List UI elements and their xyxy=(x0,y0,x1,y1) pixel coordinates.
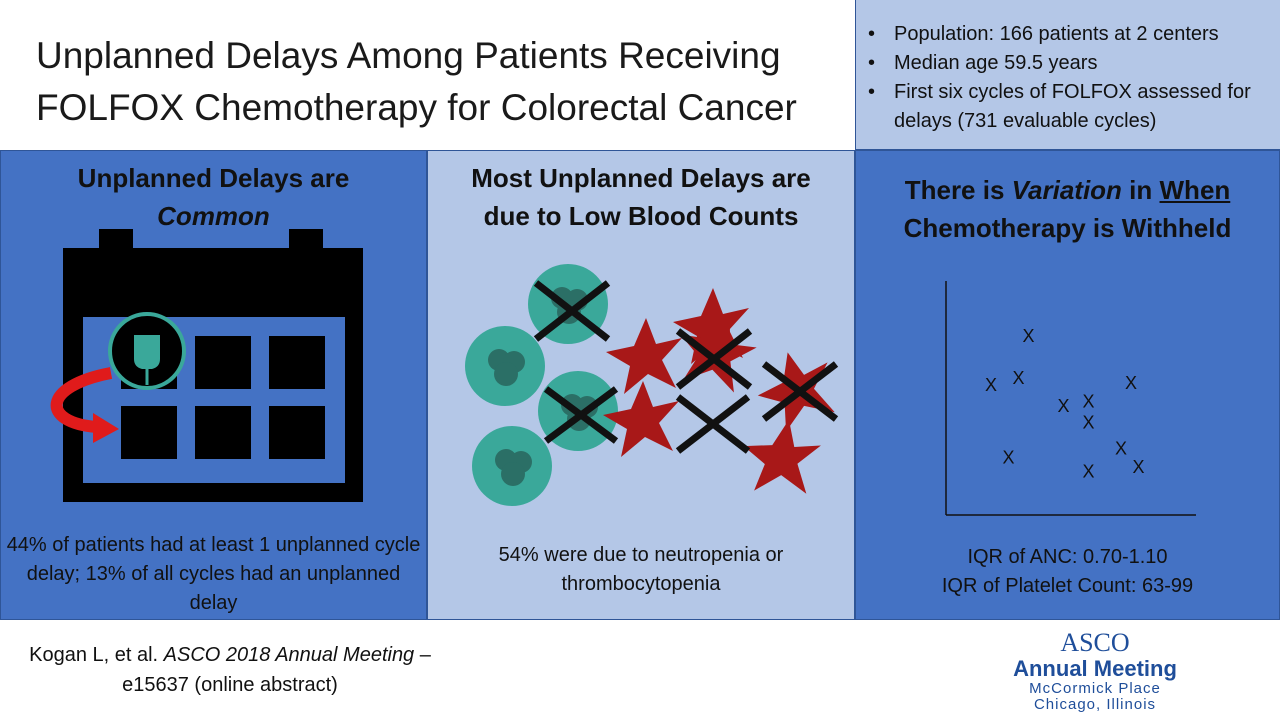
scatter-point: X xyxy=(1132,457,1144,477)
citation-abstract: e15637 (online abstract) xyxy=(122,674,338,696)
citation-dash: – xyxy=(414,644,431,666)
summary-bullet-population: Population: 166 patients at 2 centers xyxy=(868,20,1266,49)
summary-bullet-cycles: First six cycles of FOLFOX assessed for … xyxy=(868,78,1266,136)
citation-meeting: ASCO 2018 Annual Meeting xyxy=(163,644,415,666)
platelet-cross-icons xyxy=(675,328,839,454)
page-title: Unplanned Delays Among Patients Receivin… xyxy=(36,30,836,134)
iv-bag-icon xyxy=(108,312,186,390)
panel3-heading-mid: in xyxy=(1121,175,1160,205)
iqr-platelet: IQR of Platelet Count: 63-99 xyxy=(941,575,1194,597)
asco-logo: ASCO Annual Meeting McCormick Place Chic… xyxy=(980,628,1210,716)
scatter-point: X xyxy=(1022,326,1034,346)
panel-low-blood-counts: Most Unplanned Delays are due to Low Blo… xyxy=(427,150,855,620)
panel2-heading-line-1: Most Unplanned Delays are xyxy=(471,163,811,193)
scatter-point: X xyxy=(1115,438,1127,458)
panel3-heading-variation: Variation xyxy=(1011,175,1122,205)
summary-list: Population: 166 patients at 2 centers Me… xyxy=(856,0,1280,136)
calendar-icon xyxy=(50,229,363,502)
scatter-point: X xyxy=(1082,412,1094,432)
scatter-point: X xyxy=(1082,462,1094,482)
panel1-caption: 44% of patients had at least 1 unplanned… xyxy=(6,534,421,614)
neutrophil-cross-icons xyxy=(533,280,619,444)
panel3-heading-pre: There is xyxy=(904,175,1012,205)
study-summary: Population: 166 patients at 2 centers Me… xyxy=(855,0,1280,150)
reschedule-arrow-icon xyxy=(50,367,119,443)
citation: Kogan L, et al. ASCO 2018 Annual Meeting… xyxy=(0,640,460,700)
panel-withholding-variation: There is Variation in When Chemotherapy … xyxy=(855,150,1280,620)
citation-author: Kogan L, et al. xyxy=(29,644,164,666)
scatter-point: X xyxy=(985,375,997,395)
title-line-2: FOLFOX Chemotherapy for Colorectal Cance… xyxy=(36,87,797,128)
panel3-heading-when: When xyxy=(1159,175,1231,205)
scatter-point: X xyxy=(1057,396,1069,416)
scatter-point: X xyxy=(1012,368,1024,388)
logo-city: Chicago, Illinois xyxy=(1033,696,1157,713)
panel1-heading: Unplanned Delays are Common xyxy=(1,159,426,235)
blood-cells-graphic xyxy=(465,264,843,506)
title-block: Unplanned Delays Among Patients Receivin… xyxy=(0,0,854,150)
scatter-point: X xyxy=(1002,448,1014,468)
summary-bullet-age: Median age 59.5 years xyxy=(868,49,1266,78)
panel3-heading: There is Variation in When Chemotherapy … xyxy=(856,171,1279,247)
panel2-heading: Most Unplanned Delays are due to Low Blo… xyxy=(428,159,854,235)
panel2-heading-line-2: due to Low Blood Counts xyxy=(483,201,799,231)
logo-venue: McCormick Place xyxy=(1029,680,1161,697)
neutrophil-icon xyxy=(465,264,618,506)
panel1-heading-line-1: Unplanned Delays are xyxy=(77,163,350,193)
logo-brand: ASCO xyxy=(1060,628,1130,657)
footer xyxy=(0,620,1280,720)
panel1-heading-line-2: Common xyxy=(157,201,270,231)
title-line-1: Unplanned Delays Among Patients Receivin… xyxy=(36,35,781,76)
logo-event: Annual Meeting xyxy=(1013,656,1177,681)
scatter-point: X xyxy=(1082,391,1094,411)
scatter-point: X xyxy=(1125,373,1137,393)
panel3-heading-line-2: Chemotherapy is Withheld xyxy=(903,213,1232,243)
iqr-anc: IQR of ANC: 0.70-1.10 xyxy=(967,546,1168,568)
panel-delays-common: Unplanned Delays are Common 44% of patie… xyxy=(0,150,427,620)
panel3-caption: IQR of ANC: 0.70-1.10 IQR of Platelet Co… xyxy=(856,543,1279,601)
panel2-caption: 54% were due to neutropenia or thrombocy… xyxy=(498,544,784,595)
